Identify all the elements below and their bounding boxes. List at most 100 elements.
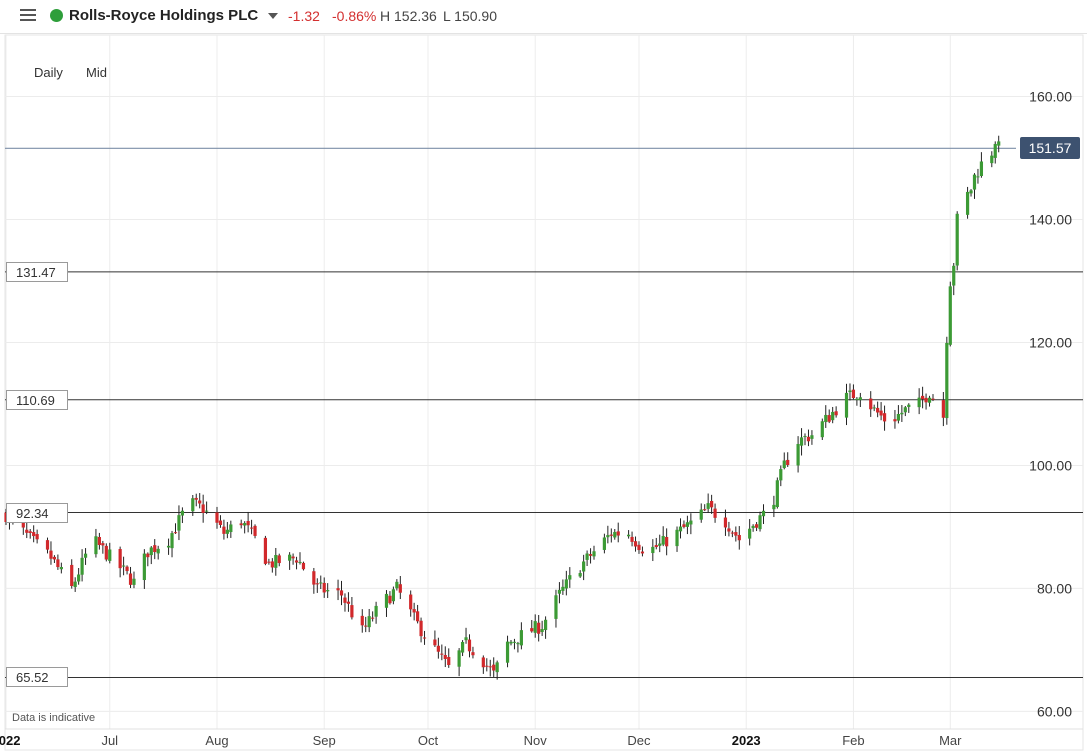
candle[interactable] [900,404,904,422]
candle[interactable] [557,582,562,604]
candle[interactable] [979,152,984,178]
candle[interactable] [270,558,274,573]
candle[interactable] [758,511,762,532]
candle[interactable] [218,515,223,528]
candle[interactable] [831,406,835,424]
candle[interactable] [443,646,447,668]
candle[interactable] [388,591,392,605]
candle[interactable] [471,646,475,659]
candle[interactable] [59,562,63,574]
candle[interactable] [191,494,195,516]
candle[interactable] [177,505,181,541]
candle[interactable] [485,658,489,672]
candle[interactable] [651,539,655,562]
candle[interactable] [965,186,970,219]
candle[interactable] [294,556,299,570]
candle[interactable] [436,637,440,659]
candle[interactable] [810,430,814,445]
candle[interactable] [530,620,534,633]
candle[interactable] [585,550,589,566]
candle[interactable] [156,545,160,560]
candle[interactable] [70,559,74,589]
candle[interactable] [637,541,641,554]
candle[interactable] [827,409,831,424]
candle[interactable] [921,386,925,409]
candle[interactable] [537,614,541,642]
candle[interactable] [661,526,665,547]
period-selector[interactable]: Daily [34,65,63,80]
candle[interactable] [730,530,734,538]
candle[interactable] [748,519,752,546]
candle[interactable] [699,503,703,523]
candle[interactable] [467,634,472,658]
candle[interactable] [409,590,413,617]
candle[interactable] [879,402,883,421]
candle[interactable] [419,617,423,643]
candle[interactable] [782,452,786,470]
candle[interactable] [931,394,935,402]
level-label[interactable]: 65.52 [6,667,68,688]
candle[interactable] [326,583,330,599]
candle[interactable] [855,397,859,406]
price-type-selector[interactable]: Mid [86,65,107,80]
candle[interactable] [803,433,807,446]
candle[interactable] [775,477,779,509]
candle[interactable] [761,504,766,524]
candle[interactable] [339,580,344,606]
candle[interactable] [77,567,81,585]
candle[interactable] [543,616,548,639]
candle[interactable] [751,524,755,532]
candle[interactable] [858,392,862,408]
candle[interactable] [360,609,364,633]
candle[interactable] [322,577,326,598]
candle[interactable] [97,532,101,550]
candle[interactable] [225,521,229,539]
candle[interactable] [851,384,856,400]
candle[interactable] [630,531,634,547]
candle[interactable] [315,578,319,593]
candle[interactable] [844,383,849,426]
candle[interactable] [440,644,444,661]
candle[interactable] [658,534,662,553]
candle[interactable] [723,509,728,536]
candle[interactable] [872,404,876,412]
candle[interactable] [277,553,281,567]
candle[interactable] [274,547,278,576]
candle[interactable] [336,579,340,601]
candle[interactable] [533,614,537,638]
candle[interactable] [754,522,759,532]
candle[interactable] [779,465,783,487]
candle[interactable] [180,507,185,524]
candle[interactable] [990,151,994,168]
candle[interactable] [94,528,98,558]
candle[interactable] [554,589,558,628]
candle[interactable] [288,552,292,570]
candle[interactable] [198,493,202,509]
candle[interactable] [343,593,347,612]
candle[interactable] [298,552,302,565]
candle[interactable] [627,530,631,539]
candle[interactable] [734,526,738,542]
candle[interactable] [25,522,29,539]
candle[interactable] [689,513,693,535]
candle[interactable] [945,336,949,425]
candle[interactable] [398,575,402,600]
candle[interactable] [799,428,804,456]
candle[interactable] [395,579,399,591]
candle[interactable] [710,494,714,514]
candle[interactable] [602,533,606,554]
candle[interactable] [488,659,492,677]
candle[interactable] [824,405,828,428]
candle[interactable] [609,528,613,543]
candle[interactable] [291,553,295,565]
candle[interactable] [125,565,129,575]
candle[interactable] [495,660,499,680]
candle[interactable] [246,511,250,533]
candle[interactable] [848,383,852,401]
menu-icon[interactable] [20,9,36,23]
candle[interactable] [173,523,178,534]
candle[interactable] [433,630,437,647]
candle[interactable] [505,635,510,668]
level-label[interactable]: 131.47 [6,261,68,282]
